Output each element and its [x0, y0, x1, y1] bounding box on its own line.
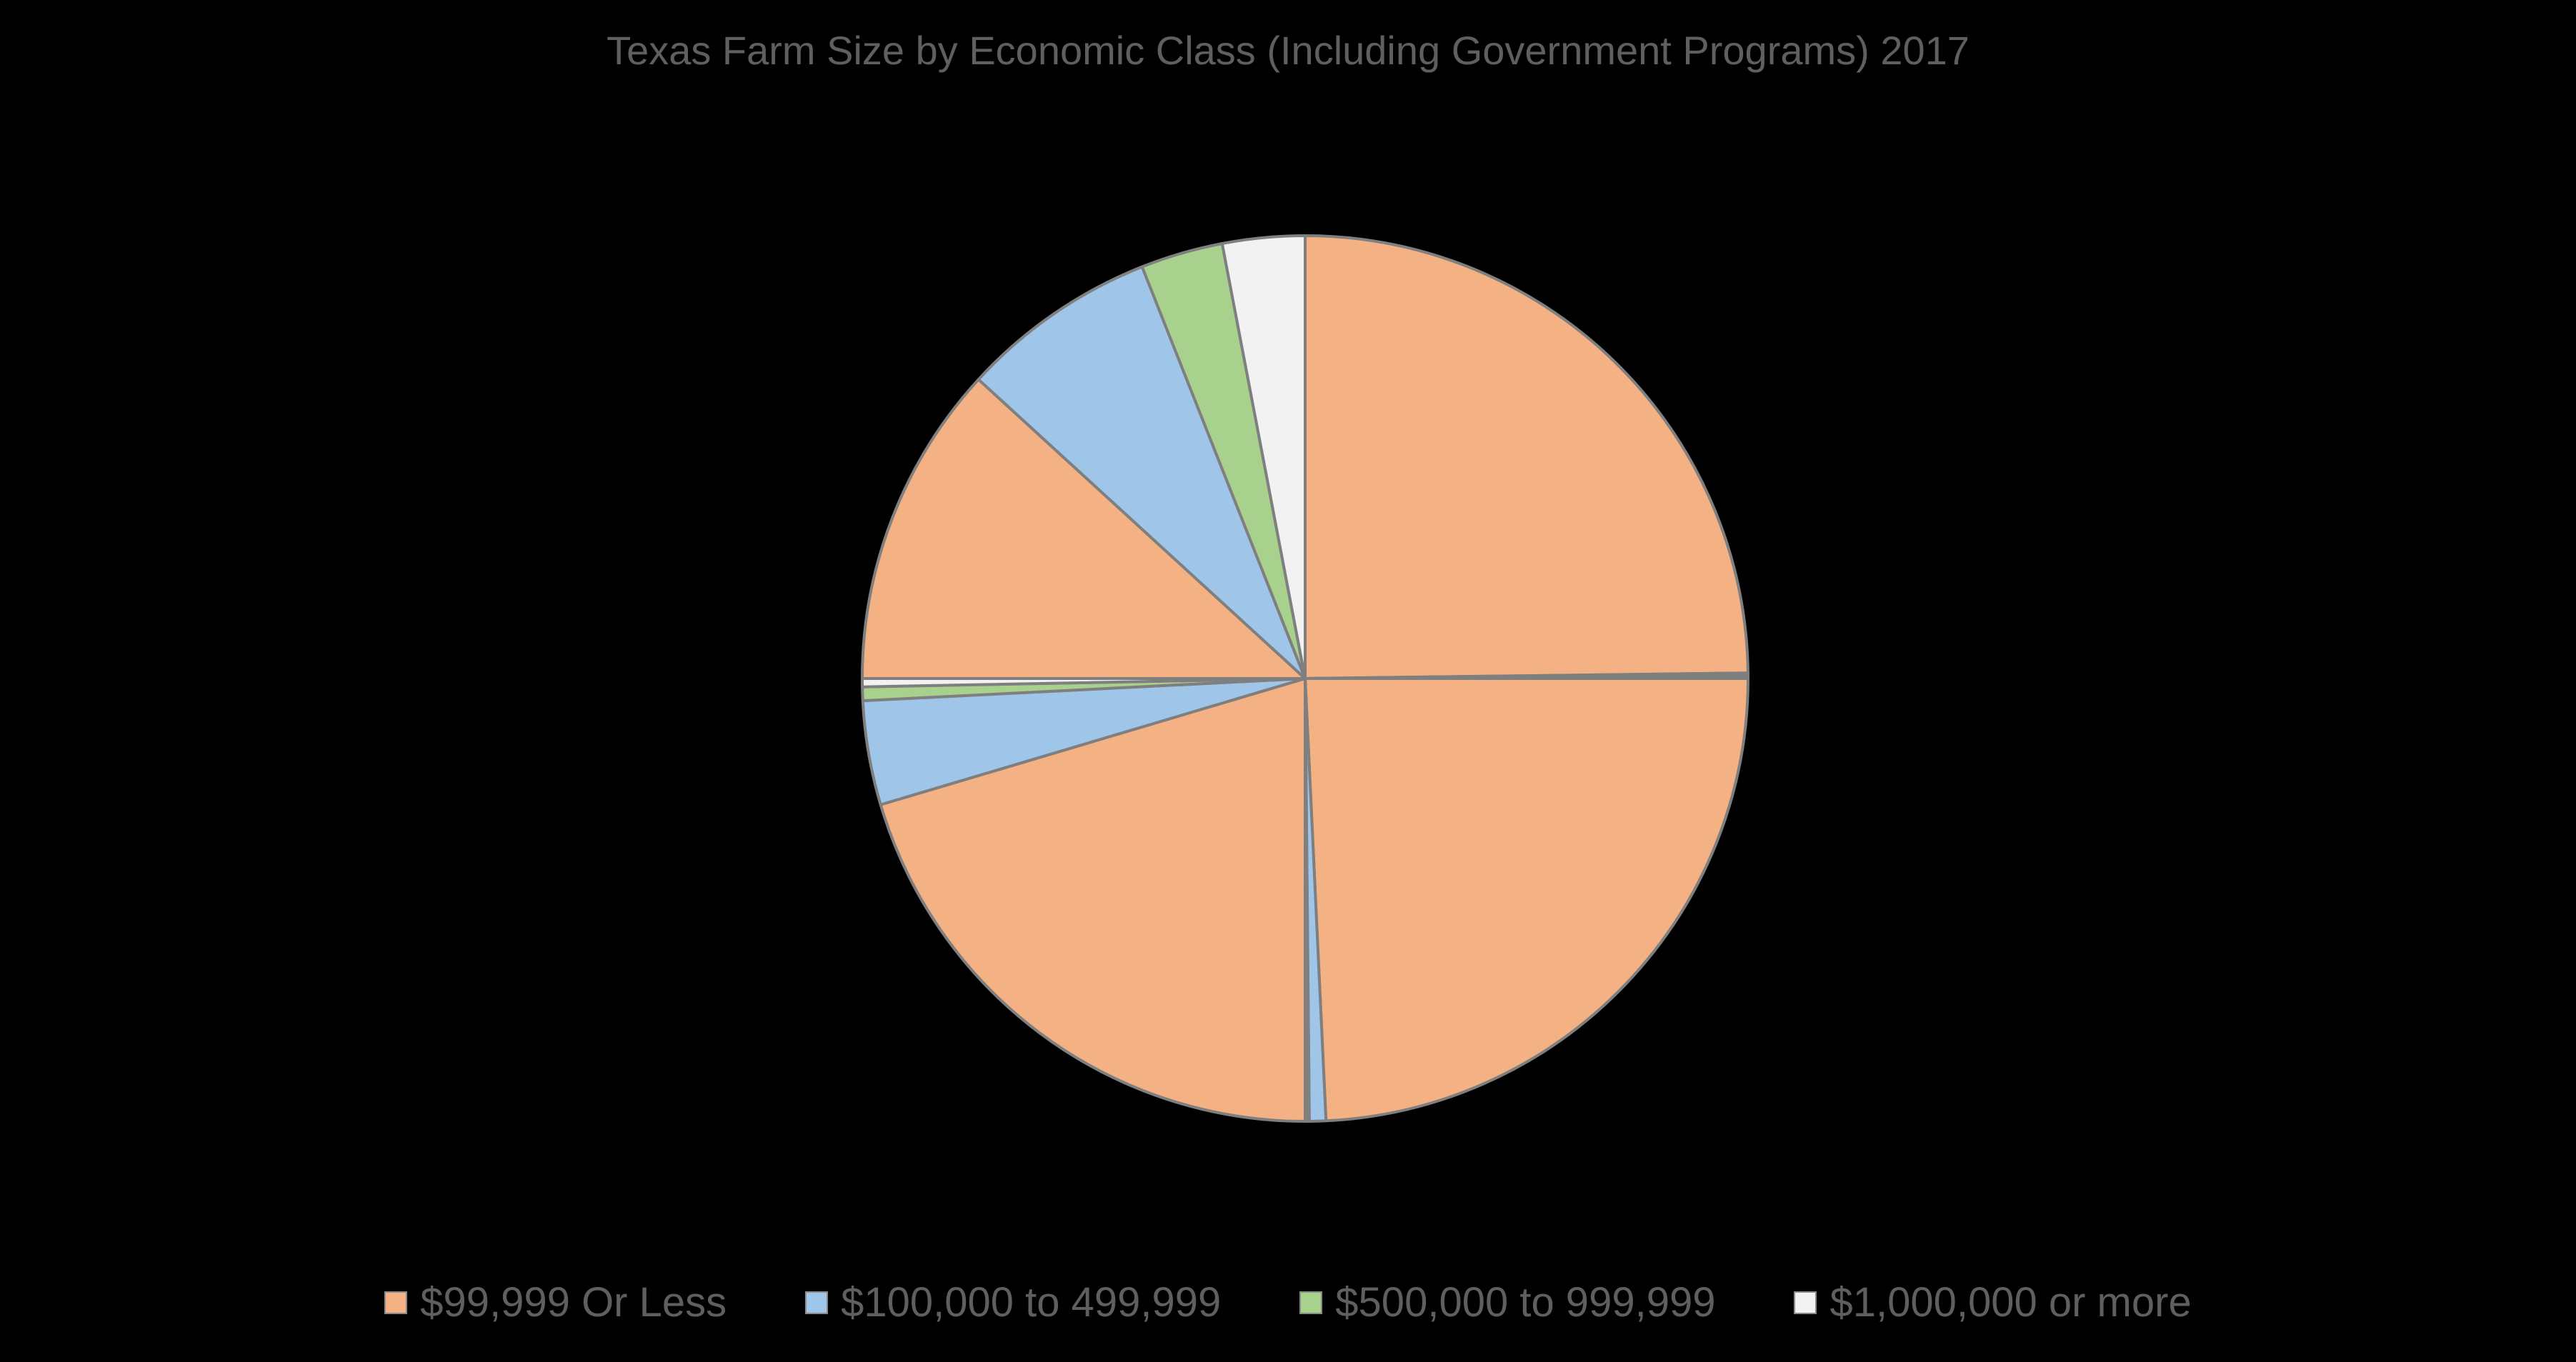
- legend-label: $1,000,000 or more: [1829, 1279, 2192, 1326]
- pie-slice: [1304, 677, 1749, 1123]
- legend-label: $99,999 Or Less: [420, 1279, 727, 1326]
- pie-slice: [1220, 234, 1307, 680]
- legend-label: $100,000 to 499,999: [841, 1279, 1222, 1326]
- legend-swatch: [384, 1291, 408, 1314]
- pie-slice: [977, 265, 1307, 680]
- legend-swatch: [1794, 1291, 1817, 1314]
- pie-slice: [879, 677, 1307, 1123]
- legend-item: $1,000,000 or more: [1794, 1278, 2192, 1326]
- pie-slice: [861, 378, 1307, 680]
- chart-title: Texas Farm Size by Economic Class (Inclu…: [606, 28, 1970, 73]
- legend-item: $99,999 Or Less: [384, 1278, 727, 1326]
- chart-legend: $99,999 Or Less $100,000 to 499,999 $500…: [0, 1278, 2576, 1326]
- legend-item: $100,000 to 499,999: [805, 1278, 1221, 1326]
- legend-swatch: [805, 1291, 829, 1314]
- legend-swatch: [1299, 1291, 1323, 1314]
- legend-item: $500,000 to 999,999: [1299, 1278, 1715, 1326]
- legend-label: $500,000 to 999,999: [1335, 1279, 1716, 1326]
- pie-slice: [1304, 234, 1749, 680]
